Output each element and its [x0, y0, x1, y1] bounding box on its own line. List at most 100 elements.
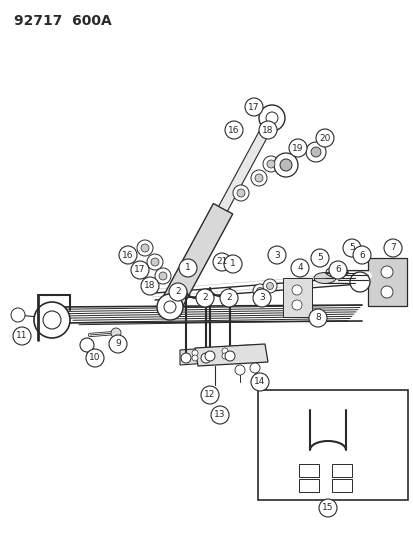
Circle shape [318, 499, 336, 517]
Circle shape [157, 294, 183, 320]
Circle shape [201, 386, 218, 404]
FancyBboxPatch shape [331, 479, 351, 492]
Circle shape [154, 268, 171, 284]
Circle shape [252, 289, 271, 307]
Circle shape [267, 246, 285, 264]
Circle shape [252, 284, 266, 298]
Circle shape [254, 174, 262, 182]
Text: 2: 2 [175, 287, 180, 296]
FancyBboxPatch shape [282, 278, 311, 317]
Text: 16: 16 [228, 125, 239, 134]
Circle shape [178, 259, 197, 277]
Circle shape [256, 287, 263, 295]
Circle shape [221, 353, 228, 359]
Text: 5: 5 [348, 244, 354, 253]
Polygon shape [160, 204, 232, 312]
Circle shape [13, 327, 31, 345]
Text: 8: 8 [314, 313, 320, 322]
Circle shape [141, 244, 149, 252]
Text: 5: 5 [316, 254, 322, 262]
Circle shape [236, 189, 244, 197]
Text: 7: 7 [389, 244, 395, 253]
Circle shape [201, 353, 211, 363]
Text: 17: 17 [134, 265, 145, 274]
Circle shape [192, 350, 197, 356]
Circle shape [141, 277, 159, 295]
Polygon shape [218, 116, 276, 211]
Circle shape [342, 239, 360, 257]
Text: 18: 18 [261, 125, 273, 134]
Circle shape [221, 348, 228, 354]
Text: 12: 12 [204, 391, 215, 400]
Circle shape [262, 156, 278, 172]
Circle shape [383, 239, 401, 257]
Circle shape [86, 349, 104, 367]
Circle shape [224, 121, 242, 139]
FancyBboxPatch shape [298, 464, 318, 477]
Text: 6: 6 [334, 265, 340, 274]
Polygon shape [180, 345, 249, 365]
FancyBboxPatch shape [331, 464, 351, 477]
Ellipse shape [325, 266, 347, 278]
Circle shape [349, 272, 369, 292]
Circle shape [235, 365, 244, 375]
Circle shape [244, 98, 262, 116]
Circle shape [192, 355, 197, 361]
Text: 13: 13 [214, 410, 225, 419]
Circle shape [352, 246, 370, 264]
Circle shape [212, 253, 230, 271]
Circle shape [310, 249, 328, 267]
Circle shape [169, 283, 187, 301]
Circle shape [328, 261, 346, 279]
Text: 15: 15 [321, 504, 333, 513]
Text: 1: 1 [230, 260, 235, 269]
Text: 2: 2 [202, 294, 207, 303]
Circle shape [111, 328, 121, 338]
Circle shape [290, 259, 308, 277]
Text: 2: 2 [225, 294, 231, 303]
Circle shape [80, 338, 94, 352]
Circle shape [262, 279, 276, 293]
Circle shape [315, 129, 333, 147]
Circle shape [211, 406, 228, 424]
Circle shape [43, 311, 61, 329]
Circle shape [279, 159, 291, 171]
FancyBboxPatch shape [298, 479, 318, 492]
Circle shape [291, 300, 301, 310]
Circle shape [34, 302, 70, 338]
Circle shape [159, 272, 166, 280]
Text: 20: 20 [318, 133, 330, 142]
Circle shape [224, 351, 235, 361]
Text: 1: 1 [185, 263, 190, 272]
Text: 9: 9 [115, 340, 121, 349]
Circle shape [259, 105, 284, 131]
Circle shape [288, 139, 306, 157]
Circle shape [11, 308, 25, 322]
Circle shape [250, 170, 266, 186]
Circle shape [380, 266, 392, 278]
Text: 18: 18 [144, 281, 155, 290]
Circle shape [147, 254, 163, 270]
Circle shape [131, 261, 149, 279]
Circle shape [266, 160, 274, 168]
Circle shape [180, 353, 190, 363]
FancyBboxPatch shape [367, 258, 406, 306]
Circle shape [109, 335, 127, 353]
Text: 6: 6 [358, 251, 364, 260]
Text: 11: 11 [16, 332, 28, 341]
Circle shape [219, 289, 237, 307]
Bar [257, 390, 407, 500]
Ellipse shape [313, 272, 335, 284]
Circle shape [273, 153, 297, 177]
Circle shape [151, 258, 159, 266]
Circle shape [308, 309, 326, 327]
Circle shape [266, 112, 277, 124]
Text: 14: 14 [254, 377, 265, 386]
Circle shape [250, 373, 268, 391]
Text: 21: 21 [216, 257, 227, 266]
Text: 92717  600A: 92717 600A [14, 14, 112, 28]
Circle shape [119, 246, 137, 264]
Text: 17: 17 [248, 102, 259, 111]
Circle shape [310, 147, 320, 157]
Circle shape [195, 289, 214, 307]
